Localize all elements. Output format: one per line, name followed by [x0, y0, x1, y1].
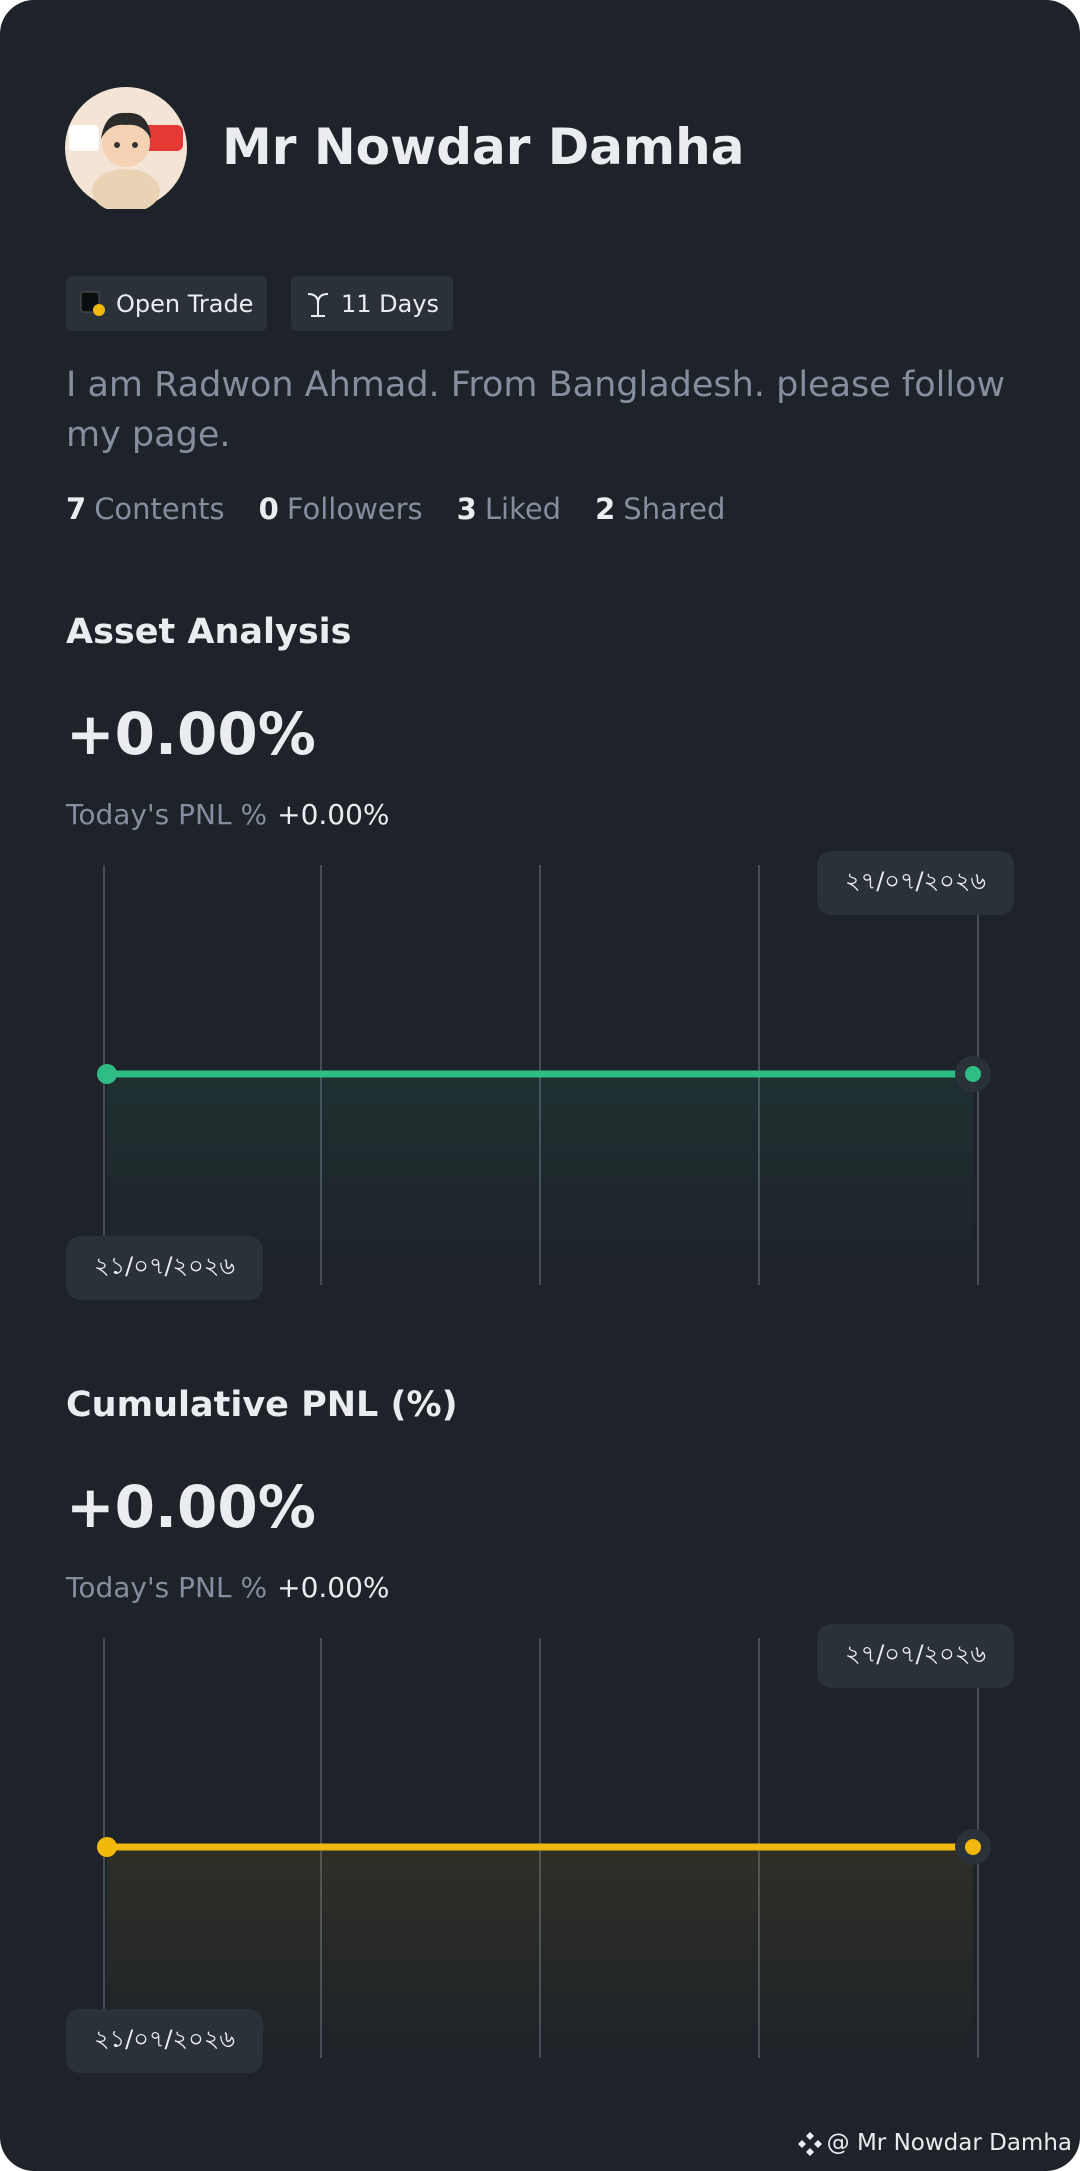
tag-icon: [307, 292, 329, 317]
stats: 7 Contents 0 Followers 3 Liked 2 Shared: [66, 492, 725, 526]
watermark-text: @ Mr Nowdar Damha: [826, 2130, 1072, 2156]
today-pnl: Today's PNL % +0.00%: [66, 1571, 390, 1604]
tag[interactable]: Open Trade: [66, 276, 268, 331]
stat: 2 Shared: [595, 492, 725, 526]
today-label: Today's PNL %: [66, 798, 268, 831]
today-value: +0.00%: [277, 798, 390, 831]
point: [965, 1066, 981, 1082]
stat-label: Shared: [623, 492, 726, 526]
stat-value: 3: [456, 492, 477, 526]
pnl-value: +0.00%: [66, 700, 316, 768]
pnl-value: +0.00%: [66, 1473, 316, 1541]
logo: [797, 2132, 822, 2156]
today-label: Today's PNL %: [66, 1571, 268, 1604]
point: [965, 1839, 981, 1855]
stat-value: 0: [258, 492, 279, 526]
today-value: +0.00%: [277, 1571, 390, 1604]
section-title: Asset Analysis: [66, 612, 352, 652]
chart: [97, 1638, 991, 2058]
point: [97, 1837, 117, 1857]
stat-value: 2: [595, 492, 616, 526]
tag-label: Open Trade: [116, 289, 254, 318]
stat-value: 7: [66, 492, 87, 526]
watermark: @ Mr Nowdar Damha: [797, 2130, 1072, 2156]
date-tooltip: ২১/০৭/২০২৬: [66, 2009, 263, 2073]
stat: 7 Contents: [66, 492, 225, 526]
bio: I am Radwon Ahmad. From Bangladesh. plea…: [66, 365, 1006, 455]
stat-label: Followers: [286, 492, 423, 526]
area: [107, 1074, 973, 1285]
tag[interactable]: 11 Days: [291, 276, 454, 331]
date-tooltip: ২৭/০৭/২০২৬: [817, 851, 1014, 915]
date-tooltip: ২১/০৭/২০২৬: [66, 1236, 263, 1300]
point: [97, 1064, 117, 1084]
stat-label: Contents: [94, 492, 225, 526]
avatar[interactable]: [65, 87, 187, 209]
today-pnl: Today's PNL % +0.00%: [66, 798, 390, 831]
user-name: Mr Nowdar Damha: [222, 118, 745, 176]
chart: [97, 865, 991, 1285]
stat: 3 Liked: [457, 492, 561, 526]
stat-label: Liked: [484, 492, 562, 526]
stat: 0 Followers: [259, 492, 423, 526]
tag-icon: [80, 291, 105, 316]
section-title: Cumulative PNL (%): [66, 1385, 458, 1425]
area: [107, 1847, 973, 2058]
date-tooltip: ২৭/০৭/২০২৬: [817, 1624, 1014, 1688]
tag-label: 11 Days: [341, 289, 440, 318]
